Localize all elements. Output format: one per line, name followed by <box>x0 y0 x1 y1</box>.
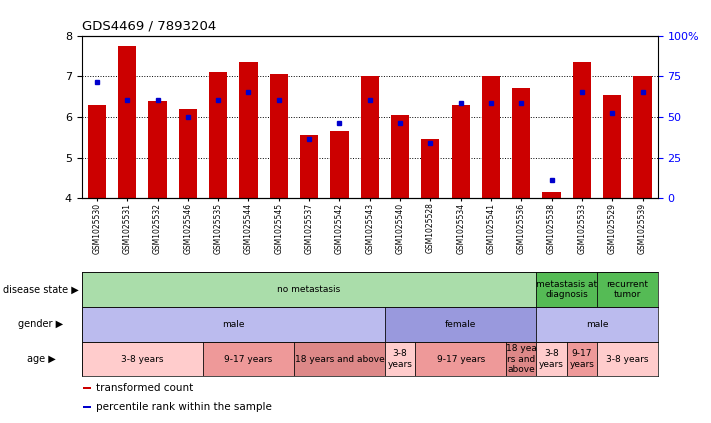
Text: 3-8
years: 3-8 years <box>539 349 564 369</box>
Text: 9-17
years: 9-17 years <box>570 349 594 369</box>
Bar <box>482 76 500 198</box>
Text: male: male <box>586 320 609 329</box>
Bar <box>82 272 536 307</box>
Bar <box>634 76 651 198</box>
Bar <box>391 115 409 198</box>
Text: 9-17 years: 9-17 years <box>437 354 485 364</box>
Bar <box>209 72 228 198</box>
Text: 18 years and above: 18 years and above <box>294 354 384 364</box>
Bar <box>294 342 385 376</box>
Text: female: female <box>445 320 476 329</box>
Bar <box>421 139 439 198</box>
Bar <box>360 76 379 198</box>
Bar <box>385 342 415 376</box>
Bar <box>82 342 203 376</box>
Bar <box>506 342 536 376</box>
Bar <box>331 131 348 198</box>
Text: male: male <box>222 320 245 329</box>
Text: percentile rank within the sample: percentile rank within the sample <box>96 402 272 412</box>
Text: disease state ▶: disease state ▶ <box>3 285 79 295</box>
Text: metastasis at
diagnosis: metastasis at diagnosis <box>536 280 597 299</box>
Bar <box>88 105 106 198</box>
Text: 9-17 years: 9-17 years <box>225 354 272 364</box>
Text: 3-8 years: 3-8 years <box>606 354 648 364</box>
Text: gender ▶: gender ▶ <box>18 319 63 330</box>
Text: 3-8
years: 3-8 years <box>387 349 412 369</box>
Bar <box>203 342 294 376</box>
Text: GDS4469 / 7893204: GDS4469 / 7893204 <box>82 20 216 33</box>
Bar <box>597 272 658 307</box>
Bar <box>415 342 506 376</box>
Bar <box>269 74 288 198</box>
Bar <box>597 342 658 376</box>
Bar <box>240 62 257 198</box>
Bar <box>451 105 470 198</box>
Bar <box>536 342 567 376</box>
Bar <box>82 307 385 342</box>
Text: 18 yea
rs and
above: 18 yea rs and above <box>506 344 537 374</box>
Bar <box>178 109 197 198</box>
Text: transformed count: transformed count <box>96 383 193 393</box>
Bar <box>573 62 591 198</box>
Bar <box>603 95 621 198</box>
Bar <box>536 307 658 342</box>
Bar <box>567 342 597 376</box>
Bar <box>83 406 91 408</box>
Text: no metastasis: no metastasis <box>277 285 341 294</box>
Bar <box>118 46 137 198</box>
Bar <box>536 272 597 307</box>
Bar <box>300 135 319 198</box>
Text: recurrent
tumor: recurrent tumor <box>606 280 648 299</box>
Bar <box>512 88 530 198</box>
Text: 3-8 years: 3-8 years <box>121 354 164 364</box>
Bar <box>83 387 91 389</box>
Bar <box>385 307 536 342</box>
Bar <box>542 192 561 198</box>
Text: age ▶: age ▶ <box>26 354 55 364</box>
Bar <box>149 101 166 198</box>
